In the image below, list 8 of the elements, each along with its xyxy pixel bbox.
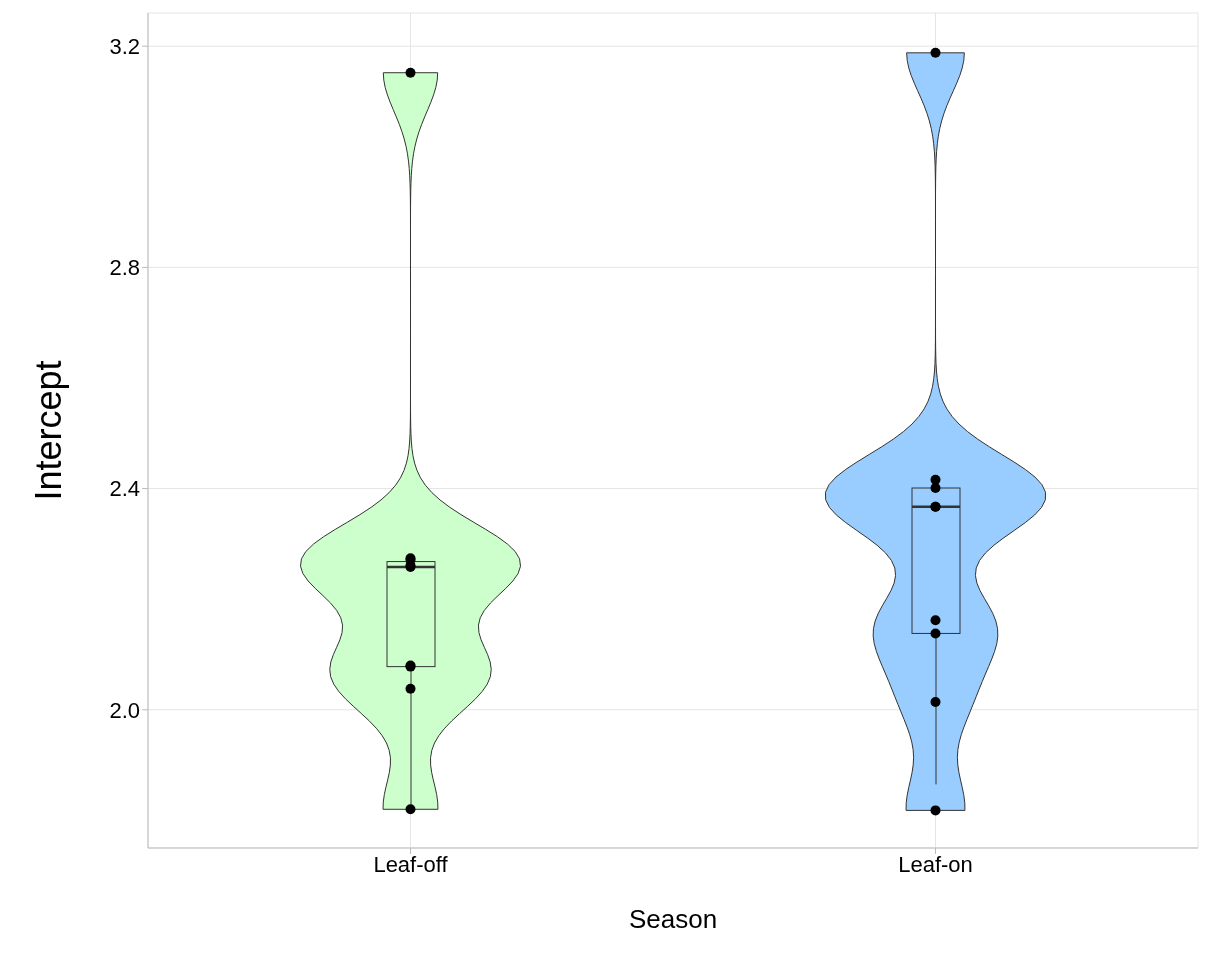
y-tick-label: 2.0 <box>109 697 140 723</box>
y-tick-label: 3.2 <box>109 33 140 59</box>
y-tick-label: 2.4 <box>109 476 140 502</box>
x-tick-label: Leaf-on <box>898 851 973 877</box>
x-tick-label: Leaf-off <box>373 851 449 877</box>
y-axis-title: Intercept <box>27 360 69 501</box>
x-axis-title: Season <box>628 904 718 934</box>
y-tick-label: 2.8 <box>109 255 140 281</box>
